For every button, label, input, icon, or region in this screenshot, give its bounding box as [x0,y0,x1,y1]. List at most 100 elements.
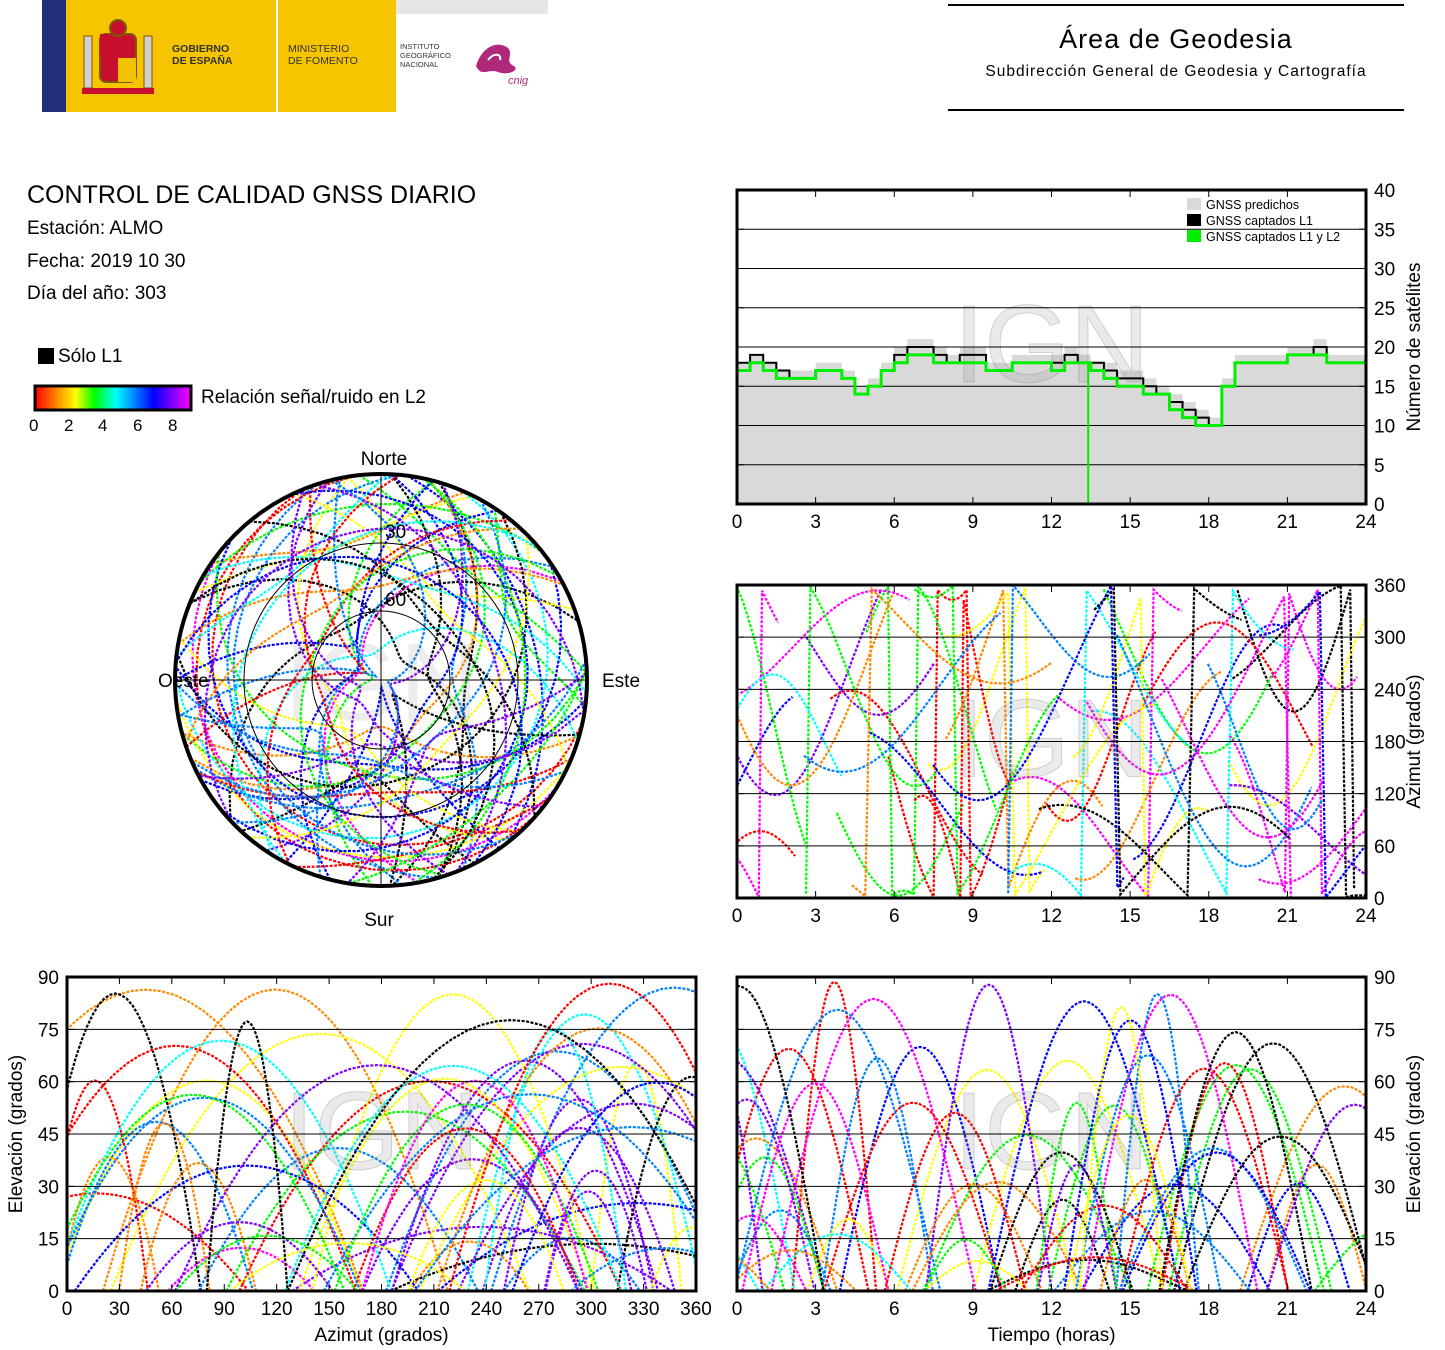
l1-only-label: Sólo L1 [58,346,123,367]
satellite-track [1055,597,1250,722]
satellite-track [737,1257,772,1291]
satellite-track [1085,596,1292,897]
satellite-track [988,1151,1134,1291]
satellite-track [1014,1198,1111,1291]
x-tick-label: 15 [1120,906,1141,927]
y-tick-label: 15 [1374,1230,1395,1251]
spain-flag-stripe [42,0,66,112]
legend-label: GNSS predichos [1206,198,1299,212]
satellite-track [490,986,696,1291]
satellite-track [737,1008,942,1291]
x-tick-label: 21 [1277,512,1298,533]
y-tick-label: 90 [38,968,59,989]
satellite-track [737,1137,839,1291]
satellite-track [1132,623,1284,861]
satellite-track [737,1155,786,1291]
satellite-track [740,589,910,695]
satellite-track [231,520,539,864]
satellite-track [851,586,1052,898]
y-tick-label: 5 [1374,456,1385,477]
satellite-track [932,585,1125,892]
satellite-track [1206,663,1323,831]
skyplot-chart: IGN Norte Sur Este Oeste 30 60 [158,449,640,931]
satellite-track [1008,587,1190,898]
ministerio-logo: MINISTERIO DE FOMENTO [278,0,396,112]
satellite-track [835,804,965,897]
azimuth-tracks [737,585,1366,898]
satellite-track [184,527,521,745]
y-tick-label: 45 [38,1125,59,1146]
y-tick-label: 15 [1374,377,1395,398]
x-tick-label: 12 [1041,1299,1062,1320]
ign-watermark: IGN [284,1070,480,1193]
legend-swatch [1187,230,1201,242]
satellite-track [1099,1178,1192,1291]
plot-border [735,583,1368,900]
satellite-track [805,1217,891,1291]
ministry-label-2: DE FOMENTO [288,55,358,67]
elevation-time-chart: IGN 0 15 30 45 60 75 90 0 3 6 9 12 15 18 21 24 Elevación … [732,968,1425,1346]
skyplot-west-label: Oeste [158,671,209,692]
snr-tick-0: 0 [29,416,39,435]
satellite-track [390,474,464,879]
satellite-track [913,585,1059,897]
x-tick-label: 9 [968,1299,979,1320]
satellite-track [1091,587,1294,897]
satellite-track [391,481,479,886]
satellite-track [737,673,843,777]
satellite-track [1259,589,1366,898]
satellite-track [437,1201,696,1291]
logo-top-bar [396,0,548,14]
snr-tick-2: 2 [64,416,74,435]
x-tick-label: 9 [968,906,979,927]
satellite-track [418,1065,696,1291]
legend-swatch [1187,198,1201,210]
satellite-track [67,1093,346,1291]
satellite-track [1228,593,1358,893]
satellite-track [118,1122,211,1291]
x-tick-label: 24 [1355,512,1377,533]
y-tick-label: 45 [1374,1125,1395,1146]
satellite-track [1172,1042,1366,1291]
satellite-track [67,1044,357,1291]
satellite-track [927,587,1046,894]
satellite-track [191,554,558,863]
satellite-track [493,507,587,708]
x-tick-label: 240 [470,1299,502,1320]
header-rule-top [948,4,1404,6]
satellite-track [737,590,780,898]
satellite-track [1119,1067,1290,1291]
satellite-track [207,537,563,819]
x-axis-label: Azimut (grados) [314,1325,448,1346]
satellite-track [887,587,1014,898]
skyplot-north-label: Norte [361,449,407,470]
satellite-track [770,997,977,1291]
satellite-track [1007,585,1151,894]
satellite-track [1158,1030,1313,1291]
satellite-track [737,1156,826,1291]
satellite-track [232,479,427,824]
satellite-track [972,1059,1163,1291]
y-axis-label: Elevación (grados) [1404,1055,1425,1213]
y-tick-label: 10 [1374,417,1395,438]
skyplot-east-label: Este [602,671,640,692]
skyplot-track-group [175,474,587,886]
satellite-track [412,477,527,885]
legend-swatch [1187,214,1201,226]
satellite-track [911,1180,1084,1291]
satellite-track [189,577,473,879]
satellite-track [299,548,560,878]
satellite-track [174,1063,580,1291]
satellite-track [175,696,571,859]
y-tick-label: 20 [1374,338,1395,359]
ministry-label-1: MINISTERIO [288,43,350,55]
ign-watermark: IGN [954,1070,1150,1193]
satellite-track [247,533,530,839]
y-tick-label: 180 [1374,733,1406,754]
satellite-track [903,1183,1044,1291]
satellite-track [896,1068,1078,1291]
satellite-track [1313,1232,1366,1291]
cnig-label: cnig [508,75,529,86]
satellite-track [1065,1114,1193,1291]
